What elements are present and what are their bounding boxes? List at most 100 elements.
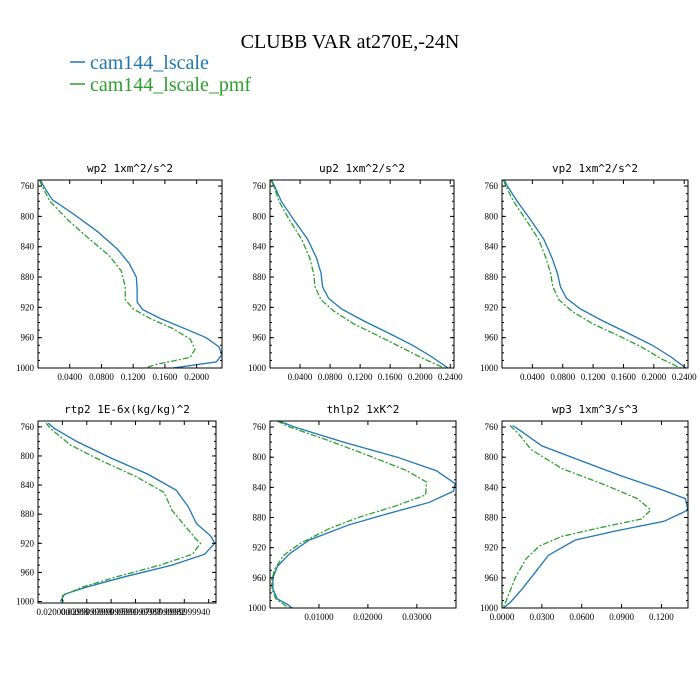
panel-title-wp3: wp3 1xm^3/s^3 [552, 403, 638, 416]
y-tick-label-wp2: 880 [21, 272, 35, 282]
series-line-cam144-lscale-wp2 [39, 180, 222, 368]
series-line-cam144-lscale-vp2 [503, 180, 687, 368]
x-tick-label-up2: 0.1200 [348, 372, 373, 382]
panel-title-thlp2: thlp2 1xK^2 [327, 403, 400, 416]
plot-frame-wp2 [37, 179, 223, 369]
x-tick-label-vp2: 0.0400 [520, 372, 545, 382]
y-tick-label-wp3: 960 [485, 573, 499, 583]
y-tick-label-wp2: 920 [21, 302, 35, 312]
series-line-cam144-lscale-pmf-wp3 [502, 425, 652, 608]
x-tick-label-up2: 0.0400 [288, 372, 313, 382]
y-tick-label-wp2: 760 [21, 181, 35, 191]
legend-item-cam144-lscale: cam144_lscale [70, 52, 209, 74]
legend-label-cam144-lscale-pmf: cam144_lscale_pmf [90, 74, 251, 96]
y-tick-label-wp3: 800 [485, 452, 499, 462]
series-line-cam144-lscale-pmf-rtp2 [45, 422, 202, 602]
x-tick-label-vp2: 0.1200 [581, 372, 606, 382]
y-tick-label-thlp2: 920 [253, 543, 267, 553]
x-tick-label-vp2: 0.0800 [550, 372, 575, 382]
y-tick-label-rtp2: 760 [21, 422, 35, 432]
y-tick-label-thlp2: 760 [253, 422, 267, 432]
plot-frame-rtp2 [37, 420, 217, 604]
x-tick-label-thlp2: 0.03000 [402, 612, 432, 622]
series-line-cam144-lscale-thlp2 [272, 421, 456, 608]
x-tick-label-thlp2: 0.01000 [304, 612, 334, 622]
y-tick-label-up2: 1000 [248, 363, 267, 373]
panel-wp3: wp3 1xm^3/s^3 760 800 840 880 920 960 10000.000… [480, 403, 689, 622]
y-tick-label-up2: 800 [253, 211, 267, 221]
panel-title-rtp2: rtp2 1E-6x(kg/kg)^2 [64, 403, 190, 416]
panel-title-vp2: vp2 1xm^2/s^2 [552, 162, 638, 175]
y-tick-label-vp2: 800 [485, 211, 499, 221]
series-line-cam144-lscale-pmf-wp2 [38, 180, 196, 368]
y-tick-label-vp2: 760 [485, 181, 499, 191]
x-tick-label-vp2: 0.1600 [611, 372, 636, 382]
plot-frame-up2 [269, 179, 455, 369]
y-tick-label-thlp2: 1000 [248, 603, 267, 613]
y-tick-label-vp2: 920 [485, 302, 499, 312]
legend-item-cam144-lscale-pmf: cam144_lscale_pmf [70, 74, 251, 96]
x-tick-label-wp3: 0.0000 [490, 612, 515, 622]
y-tick-label-up2: 840 [253, 242, 267, 252]
y-tick-label-wp3: 880 [485, 513, 499, 523]
panel-title-wp2: wp2 1xm^2/s^2 [87, 162, 173, 175]
y-tick-label-up2: 760 [253, 181, 267, 191]
y-tick-label-thlp2: 880 [253, 513, 267, 523]
y-tick-label-rtp2: 840 [21, 480, 35, 490]
x-tick-label-up2: 0.2400 [438, 372, 463, 382]
legend: cam144_lscale cam144_lscale_pmf [70, 52, 251, 96]
y-tick-label-up2: 960 [253, 333, 267, 343]
x-tick-label-thlp2: 0.02000 [353, 612, 383, 622]
y-tick-label-wp2: 840 [21, 242, 35, 252]
y-tick-label-up2: 880 [253, 272, 267, 282]
series-line-cam144-lscale-pmf-thlp2 [271, 421, 428, 608]
series-line-cam144-lscale-up2 [270, 180, 449, 368]
x-tick-label-up2: 0.0800 [318, 372, 343, 382]
y-tick-label-vp2: 840 [485, 242, 499, 252]
plot-frame-thlp2 [269, 420, 457, 609]
y-tick-label-thlp2: 960 [253, 573, 267, 583]
x-tick-label-rtp2: 0.0999999940 [158, 607, 210, 617]
y-tick-label-wp3: 1000 [480, 603, 499, 613]
y-tick-label-rtp2: 1000 [16, 597, 35, 607]
y-tick-label-rtp2: 800 [21, 451, 35, 461]
panel-title-up2: up2 1xm^2/s^2 [319, 162, 405, 175]
panel-vp2: vp2 1xm^2/s^2 760 800 840 880 920 960 1000 0.040… [480, 162, 697, 382]
legend-label-cam144-lscale: cam144_lscale [90, 52, 209, 74]
y-tick-label-wp2: 960 [21, 333, 35, 343]
plot-frame-wp3 [501, 420, 689, 609]
y-tick-label-vp2: 960 [485, 333, 499, 343]
x-tick-label-wp2: 0.2000 [184, 372, 209, 382]
x-tick-label-wp2: 0.0800 [89, 372, 114, 382]
series-line-cam144-lscale-rtp2 [47, 422, 216, 602]
x-tick-label-wp3: 0.0900 [609, 612, 634, 622]
x-tick-label-rtp2: 0.0399999991 [85, 607, 137, 617]
panel-rtp2: rtp2 1E-6x(kg/kg)^2 760 800 840 880 920 960 100… [16, 403, 217, 617]
y-tick-label-rtp2: 880 [21, 509, 35, 519]
y-tick-label-up2: 920 [253, 302, 267, 312]
x-tick-label-up2: 0.1600 [378, 372, 403, 382]
y-tick-label-wp2: 800 [21, 211, 35, 221]
panel-up2: up2 1xm^2/s^2 760 800 840 880 920 960 1000 0.040… [248, 162, 463, 382]
series-line-cam144-lscale-pmf-vp2 [502, 180, 681, 368]
x-tick-label-vp2: 0.2000 [641, 372, 666, 382]
series-line-cam144-lscale-wp3 [502, 424, 688, 608]
y-tick-label-rtp2: 920 [21, 538, 35, 548]
y-tick-label-thlp2: 840 [253, 482, 267, 492]
x-tick-label-wp3: 0.1200 [649, 612, 674, 622]
y-tick-label-wp3: 840 [485, 482, 499, 492]
y-tick-label-vp2: 1000 [480, 363, 499, 373]
y-tick-label-wp3: 760 [485, 422, 499, 432]
series-line-cam144-lscale-pmf-up2 [270, 180, 445, 368]
x-tick-label-wp3: 0.0600 [569, 612, 594, 622]
y-tick-label-thlp2: 800 [253, 452, 267, 462]
y-tick-label-rtp2: 960 [21, 567, 35, 577]
x-tick-label-wp2: 0.1600 [153, 372, 178, 382]
x-tick-label-rtp2: 0.0599999987 [110, 607, 162, 617]
figure-title: CLUBB VAR at270E,-24N [241, 31, 460, 53]
x-tick-label-vp2: 0.2400 [672, 372, 697, 382]
y-tick-label-wp2: 1000 [16, 363, 35, 373]
x-tick-label-rtp2: 0.0200000003 [37, 607, 89, 617]
x-tick-label-rtp2: 0.0799999982 [134, 607, 186, 617]
